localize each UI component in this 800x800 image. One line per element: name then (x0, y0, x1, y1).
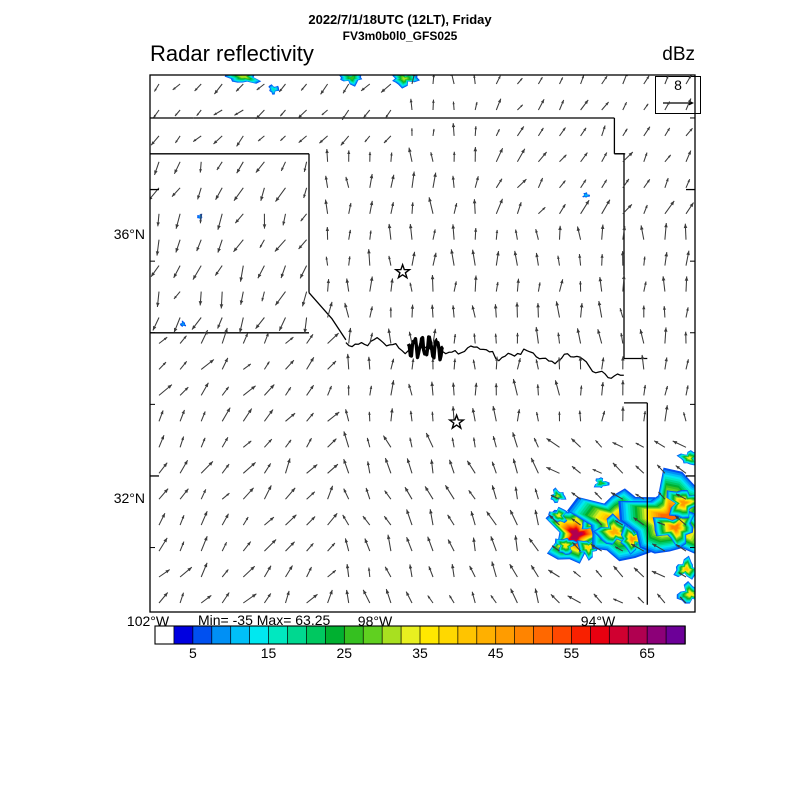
valid-time-title: 2022/7/1/18UTC (12LT), Friday (308, 12, 492, 27)
wind-vector-layer (150, 75, 694, 604)
colorbar-tick-label: 35 (412, 645, 428, 661)
colorbar-swatch (343, 625, 364, 645)
colorbar-swatch (495, 625, 516, 645)
colorbar-swatch (419, 625, 440, 645)
reference-vector-value: 8 (674, 77, 682, 93)
colorbar-swatch (665, 625, 686, 645)
colorbar-swatch (438, 625, 459, 645)
colorbar-swatch (457, 625, 478, 645)
colorbar-tick-label: 15 (260, 645, 277, 661)
colorbar-swatch (533, 625, 554, 645)
colorbar-swatch (154, 625, 175, 645)
station-marker-layer (393, 262, 466, 430)
colorbar-swatch (268, 625, 289, 645)
colorbar-swatch (192, 625, 213, 645)
colorbar-swatch (173, 625, 194, 645)
colorbar-tick-label: 25 (336, 645, 353, 661)
colorbar-swatch (249, 625, 270, 645)
colorbar-swatch (287, 625, 308, 645)
colorbar-tick-label: 5 (188, 645, 197, 661)
colorbar-swatch (571, 625, 592, 645)
colorbar-tick-label: 65 (639, 645, 655, 661)
model-name-title: FV3m0b0l0_GFS025 (342, 29, 458, 43)
colorbar-swatch (476, 625, 497, 645)
colorbar-swatch (608, 625, 629, 645)
colorbar-swatch (514, 625, 535, 645)
boundary-layer (150, 117, 648, 605)
min-max-annotation: Min= -35 Max= 63.25 (198, 612, 331, 628)
colorbar-swatch (646, 625, 667, 645)
units-label: dBz (662, 44, 695, 65)
lat-tick-32n: 32°N (113, 490, 145, 506)
lon-tick-102w: 102°W (126, 613, 170, 629)
colorbar-tick-label: 55 (563, 645, 580, 661)
lon-tick-98w: 98°W (357, 613, 393, 629)
colorbar-tick-label: 45 (487, 645, 504, 661)
colorbar-swatch (306, 625, 327, 645)
colorbar-swatch (325, 625, 346, 645)
station-star-north (393, 262, 412, 280)
colorbar-swatch (400, 625, 421, 645)
colorbar-swatch (362, 625, 383, 645)
map-frame (149, 74, 696, 613)
colorbar-swatch (211, 625, 232, 645)
colorbar (154, 625, 686, 645)
colorbar-swatch (627, 625, 648, 645)
page-title: Radar reflectivity (150, 41, 314, 66)
lon-tick-94w: 94°W (580, 613, 616, 629)
colorbar-swatch (230, 625, 251, 645)
colorbar-swatch (590, 625, 611, 645)
colorbar-swatch (552, 625, 573, 645)
reflectivity-echo-layer (179, 75, 695, 604)
lat-tick-36n: 36°N (113, 226, 145, 242)
colorbar-swatch (381, 625, 402, 645)
station-star-south (447, 413, 466, 430)
